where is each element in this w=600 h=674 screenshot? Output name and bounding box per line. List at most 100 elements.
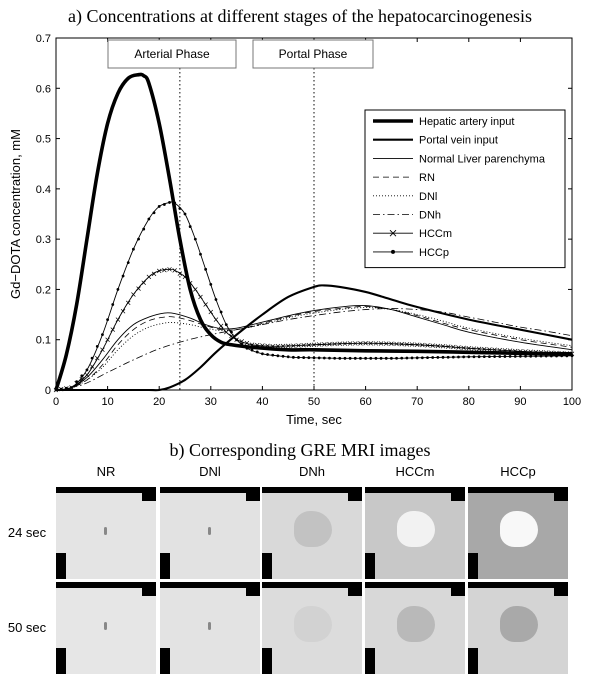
hccm-marker	[306, 342, 312, 348]
legend-label: DNh	[419, 210, 441, 222]
hccm-marker	[301, 342, 306, 348]
mri-image-tile	[365, 582, 465, 674]
hccm-marker	[430, 343, 435, 348]
hccp-marker	[472, 355, 476, 359]
hccm-marker	[487, 347, 492, 352]
image-edge	[246, 582, 260, 596]
hccp-marker	[240, 342, 244, 346]
x-tick-label: 30	[205, 396, 217, 408]
hccp-marker	[493, 355, 496, 358]
hccm-marker	[451, 344, 456, 350]
hccp-marker	[235, 338, 239, 342]
hccp-marker	[209, 283, 213, 286]
hccm-marker	[84, 372, 90, 378]
series-line-hepatic-artery-input	[54, 72, 573, 391]
hccm-marker	[172, 268, 177, 273]
lesion	[500, 606, 538, 642]
hccp-marker	[519, 354, 522, 358]
hccp-marker	[328, 356, 331, 360]
hccm-marker	[244, 340, 250, 346]
liver-tissue	[56, 493, 156, 579]
hccp-marker	[168, 201, 171, 204]
y-tick-label: 0	[45, 385, 51, 397]
x-tick-label: 50	[308, 396, 320, 408]
image-edge	[468, 648, 478, 674]
hccp-marker	[317, 356, 321, 360]
hccm-marker	[363, 340, 368, 346]
mri-image-tile	[160, 582, 260, 674]
image-edge	[451, 582, 465, 596]
hccp-marker	[451, 355, 455, 359]
hccp-marker	[420, 356, 424, 360]
mri-row-label: 50 sec	[7, 620, 47, 635]
hccm-marker	[342, 341, 348, 346]
hccm-marker	[182, 274, 188, 280]
hccp-marker	[467, 355, 471, 359]
hccm-marker	[383, 341, 389, 346]
hccm-marker	[291, 343, 296, 348]
legend-label: Portal vein input	[419, 135, 498, 147]
hccp-marker	[271, 353, 275, 357]
hccp-marker	[121, 274, 125, 278]
hccp-marker	[281, 354, 285, 358]
hccp-marker	[348, 356, 352, 360]
hccm-marker	[471, 346, 477, 351]
hccm-marker	[353, 341, 358, 346]
hccp-marker	[498, 355, 502, 358]
image-edge	[56, 648, 66, 674]
hccm-marker	[115, 317, 121, 322]
hccm-marker	[445, 344, 451, 349]
hccp-marker	[261, 352, 264, 356]
image-edge	[160, 553, 170, 579]
hccp-marker	[250, 348, 254, 352]
mri-image-tile	[468, 487, 568, 579]
y-tick-label: 0.2	[36, 284, 51, 296]
x-tick-label: 60	[359, 396, 371, 408]
hccm-marker	[507, 348, 513, 353]
series-line-normal-liver-parenchyma	[55, 304, 573, 391]
hccm-marker	[131, 292, 136, 297]
hccp-marker	[286, 355, 290, 359]
hccm-marker	[95, 355, 100, 361]
hccm-marker	[162, 267, 167, 273]
hccp-marker	[529, 354, 533, 358]
mri-image-tile	[262, 582, 362, 674]
image-edge	[262, 553, 272, 579]
x-tick-label: 90	[514, 396, 526, 408]
hccp-marker	[245, 346, 249, 350]
legend-label: HCCm	[419, 228, 452, 240]
hccm-marker	[435, 343, 441, 349]
image-edge	[348, 582, 362, 596]
hccm-marker	[249, 342, 255, 347]
hccp-marker	[524, 354, 527, 358]
image-edge	[554, 487, 568, 501]
hccp-marker	[183, 212, 187, 216]
hccp-marker	[137, 237, 140, 241]
hccp-marker	[101, 333, 104, 337]
hccp-marker	[534, 354, 538, 358]
phase-label-box	[252, 39, 374, 69]
hccp-marker	[147, 217, 151, 221]
hccm-marker	[311, 342, 317, 347]
image-edge	[348, 487, 362, 501]
hccm-marker	[466, 346, 472, 351]
hccm-marker	[559, 351, 564, 356]
hccp-marker	[405, 356, 409, 360]
hccp-marker	[126, 261, 130, 265]
hccp-marker	[224, 323, 228, 327]
hccp-marker	[395, 356, 398, 360]
hccm-marker	[461, 345, 466, 351]
hccm-marker	[224, 329, 229, 335]
hccp-marker	[291, 355, 295, 359]
mri-column-label: DNh	[298, 464, 325, 479]
vessel-spot	[104, 527, 107, 535]
hccp-marker	[64, 386, 68, 390]
hccm-marker	[482, 346, 487, 352]
hccm-marker	[569, 351, 575, 357]
hccp-marker	[374, 356, 378, 360]
mri-column-label: DNl	[199, 464, 221, 479]
image-edge	[451, 487, 465, 501]
mri-column-label: HCCp	[500, 464, 536, 479]
hccp-marker	[343, 356, 347, 360]
hccp-marker	[333, 356, 337, 360]
